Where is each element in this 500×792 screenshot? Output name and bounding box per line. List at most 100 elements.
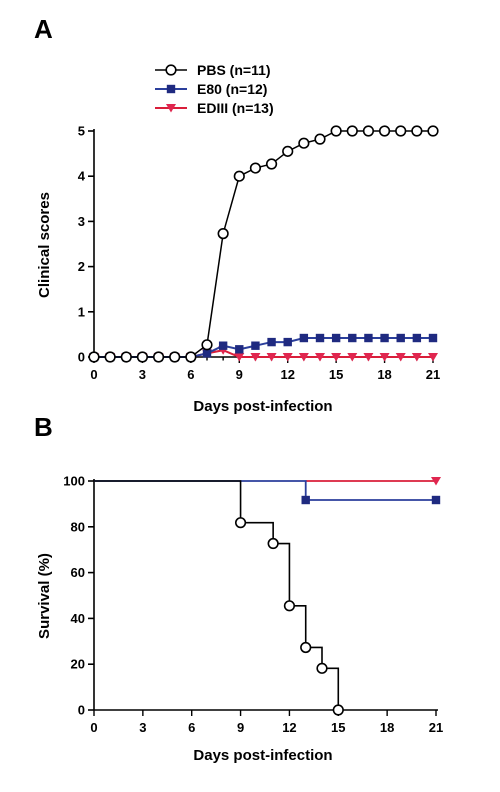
data-point-pbs [378, 125, 391, 137]
panel-a-y-tick-label: 5 [78, 124, 85, 139]
data-point-ediii [282, 353, 293, 362]
data-point-pbs [330, 125, 342, 137]
panel-b-y-tick-label: 80 [71, 519, 85, 534]
data-point-e80 [283, 337, 292, 347]
data-point-e80 [431, 495, 441, 505]
panel-b-x-axis-title: Days post-infection [193, 747, 332, 764]
data-point-pbs [233, 170, 245, 182]
panel-a-x-tick-label: 9 [236, 367, 243, 382]
data-point-pbs [201, 339, 213, 351]
data-point-ediii [250, 353, 261, 362]
data-point-pbs [316, 662, 328, 674]
data-point-ediii [315, 353, 325, 362]
panel-b-x-tick-label: 15 [331, 720, 345, 735]
data-point-ediii [411, 353, 422, 362]
panel-a-y-axis-title: Clinical scores [36, 192, 53, 298]
legend: PBS (n=11) E80 (n=12) EDIII (n=13) [155, 62, 274, 116]
data-point-e80 [412, 333, 422, 343]
data-point-ediii [298, 353, 309, 362]
data-point-e80 [299, 333, 309, 343]
data-point-pbs [298, 137, 310, 149]
panel-a-plot [88, 125, 439, 363]
panel-a-letter: A [34, 14, 53, 44]
panel-a-x-tick-label: 15 [329, 367, 343, 382]
panel-a-x-tick-label: 0 [90, 367, 97, 382]
panel-b-y-tick-label: 40 [71, 611, 85, 626]
data-point-pbs [249, 162, 262, 174]
data-point-e80 [348, 333, 357, 343]
panel-b-x-tick-label: 9 [237, 720, 244, 735]
panel-b-y-axis-title: Survival (%) [36, 553, 53, 639]
data-point-e80 [235, 345, 244, 354]
panel-b-x-tick-label: 21 [429, 720, 443, 735]
panel-a-x-tick-label: 12 [280, 367, 294, 382]
data-point-e80 [202, 349, 212, 358]
data-point-ediii [363, 353, 374, 362]
panel-a-x-axis-title: Days post-infection [193, 398, 332, 415]
data-point-pbs [346, 125, 358, 137]
data-point-pbs [300, 641, 312, 654]
panel-a-x-tick-label: 3 [139, 367, 146, 382]
data-point-pbs [395, 125, 407, 137]
panel-a-x-tick-label: 6 [187, 367, 194, 382]
series-line-e80 [94, 480, 436, 501]
legend-marker-e80 [166, 84, 176, 94]
legend-marker-ediii [166, 104, 176, 113]
panel-b-y-tick-label: 100 [63, 474, 85, 489]
series-line-pbs [94, 130, 433, 358]
data-point-pbs [314, 133, 326, 145]
panel-a: A PBS (n=11)E80 (n=12)EDIII (n=13) 01234… [34, 14, 440, 415]
panel-b-x-tick-label: 0 [90, 720, 97, 735]
legend-label-ediii: EDIII (n=13) [197, 100, 274, 116]
data-point-pbs [282, 145, 294, 157]
data-point-pbs [185, 351, 197, 363]
panel-b-letter: B [34, 412, 53, 442]
data-point-ediii [395, 353, 406, 362]
data-point-ediii [234, 353, 245, 362]
panel-b-x-tick-label: 3 [139, 720, 146, 735]
panel-a-y-tick-label: 1 [78, 304, 85, 319]
panel-a-y-tick-label: 3 [78, 214, 85, 229]
data-point-pbs [169, 351, 181, 363]
data-point-pbs [427, 125, 439, 137]
data-point-pbs [136, 351, 149, 363]
data-point-ediii [379, 353, 390, 362]
panel-a-y-tick-label: 2 [78, 259, 85, 274]
data-point-ediii [431, 477, 441, 486]
data-point-e80 [396, 333, 405, 343]
data-point-pbs [265, 158, 278, 170]
data-point-e80 [251, 341, 260, 350]
data-point-pbs [267, 537, 279, 550]
data-point-pbs [152, 351, 165, 363]
data-point-e80 [364, 333, 373, 343]
data-point-pbs [88, 351, 100, 363]
panel-a-y-tick-label: 0 [78, 350, 85, 365]
panel-b-x-tick-label: 6 [188, 720, 195, 735]
panel-b-y-tick-label: 20 [71, 657, 85, 672]
panel-a-y-tick-label: 4 [78, 169, 86, 184]
data-point-e80 [315, 333, 325, 343]
panel-b-x-tick-label: 12 [282, 720, 296, 735]
panel-a-x-tick-label: 18 [377, 367, 391, 382]
panel-b-x-tick-label: 18 [380, 720, 394, 735]
data-point-pbs [362, 125, 375, 137]
panel-b: B 0 20 40 60 80 100 0 3 6 9 12 15 18 21 Days post-inf… [34, 412, 443, 764]
data-point-e80 [218, 341, 228, 350]
data-point-e80 [331, 333, 341, 343]
panel-b-y-tick-label: 60 [71, 565, 85, 580]
legend-marker-pbs [165, 64, 177, 76]
data-point-ediii [331, 353, 342, 362]
panel-b-axes: 0 20 40 60 80 100 0 3 6 9 12 15 18 21 [63, 474, 443, 736]
data-point-e80 [380, 333, 389, 343]
data-point-pbs [332, 704, 344, 716]
panel-a-x-tick-label: 21 [426, 367, 440, 382]
data-point-ediii [266, 353, 277, 362]
data-point-e80 [301, 495, 310, 505]
series-line-pbs [94, 480, 340, 710]
data-point-pbs [234, 517, 247, 529]
data-point-pbs [104, 351, 116, 363]
data-point-ediii [428, 353, 438, 362]
data-point-e80 [267, 337, 276, 347]
data-point-pbs [411, 125, 423, 137]
